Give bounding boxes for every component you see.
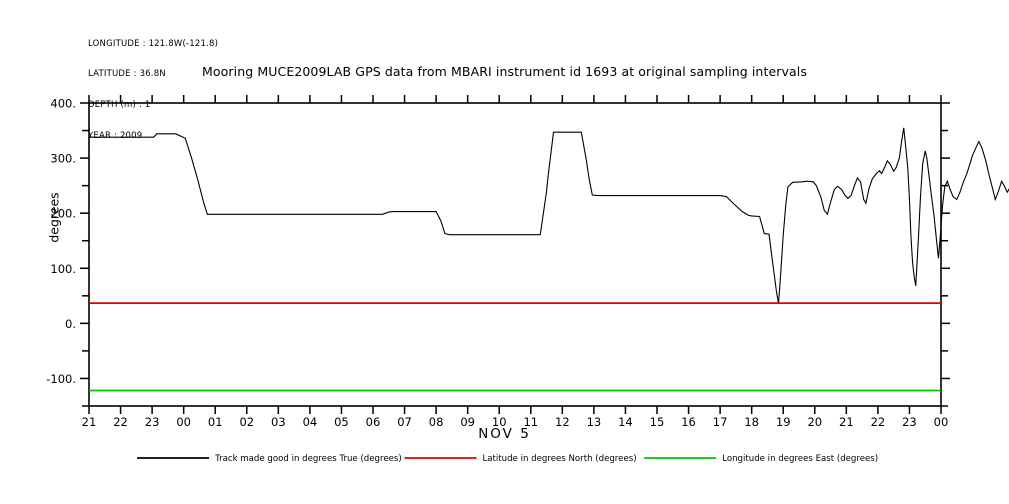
x-axis-label: NOV 5 — [478, 426, 531, 442]
x-tick-label: 16 — [681, 415, 696, 429]
legend-label: Longitude in degrees East (degrees) — [722, 454, 878, 464]
metadata-year: YEAR : 2009 — [88, 131, 143, 142]
x-tick-label: 03 — [271, 415, 286, 429]
y-tick-label: -100. — [46, 372, 76, 386]
x-tick-label: 05 — [334, 415, 349, 429]
x-tick-label: 08 — [429, 415, 444, 429]
x-tick-label: 23 — [902, 415, 917, 429]
x-tick-label: 07 — [397, 415, 412, 429]
x-tick-label: 21 — [82, 415, 97, 429]
x-tick-label: 21 — [839, 415, 854, 429]
metadata-longitude: LONGITUDE : 121.8W(-121.8) — [88, 38, 219, 49]
metadata-block: LONGITUDE : 121.8W(-121.8) LATITUDE : 36… — [88, 18, 218, 162]
x-tick-label: 01 — [208, 415, 223, 429]
x-tick-label: 13 — [587, 415, 602, 429]
metadata-depth: DEPTH (m) : 1 — [88, 100, 151, 111]
x-tick-label: 11 — [523, 415, 538, 429]
x-tick-label: 09 — [460, 415, 475, 429]
x-tick-label: 00 — [176, 415, 191, 429]
data-line — [89, 127, 1009, 305]
x-tick-label: 20 — [807, 415, 822, 429]
x-tick-label: 02 — [239, 415, 254, 429]
y-tick-label: 0. — [65, 317, 76, 331]
plot-frame — [88, 102, 942, 407]
legend-label: Latitude in degrees North (degrees) — [483, 454, 637, 464]
x-tick-label: 12 — [555, 415, 570, 429]
x-tick-label: 14 — [618, 415, 633, 429]
x-tick-label: 06 — [366, 415, 381, 429]
y-tick-label: 400. — [50, 97, 76, 111]
x-tick-label: 23 — [145, 415, 160, 429]
chart-title: Mooring MUCE2009LAB GPS data from MBARI … — [202, 64, 807, 79]
y-tick-label: 300. — [50, 152, 76, 166]
x-tick-label: 18 — [744, 415, 759, 429]
x-tick-label: 19 — [776, 415, 791, 429]
x-tick-label: 10 — [492, 415, 507, 429]
x-tick-label: 00 — [934, 415, 949, 429]
x-tick-label: 15 — [650, 415, 665, 429]
x-tick-label: 22 — [113, 415, 128, 429]
x-tick-label: 22 — [871, 415, 886, 429]
y-tick-label: 100. — [50, 262, 76, 276]
x-tick-label: 17 — [713, 415, 728, 429]
legend-label: Track made good in degrees True (degrees… — [214, 454, 402, 464]
metadata-latitude: LATITUDE : 36.8N — [88, 69, 166, 80]
y-tick-label: 200. — [50, 207, 76, 221]
x-tick-label: 04 — [303, 415, 318, 429]
